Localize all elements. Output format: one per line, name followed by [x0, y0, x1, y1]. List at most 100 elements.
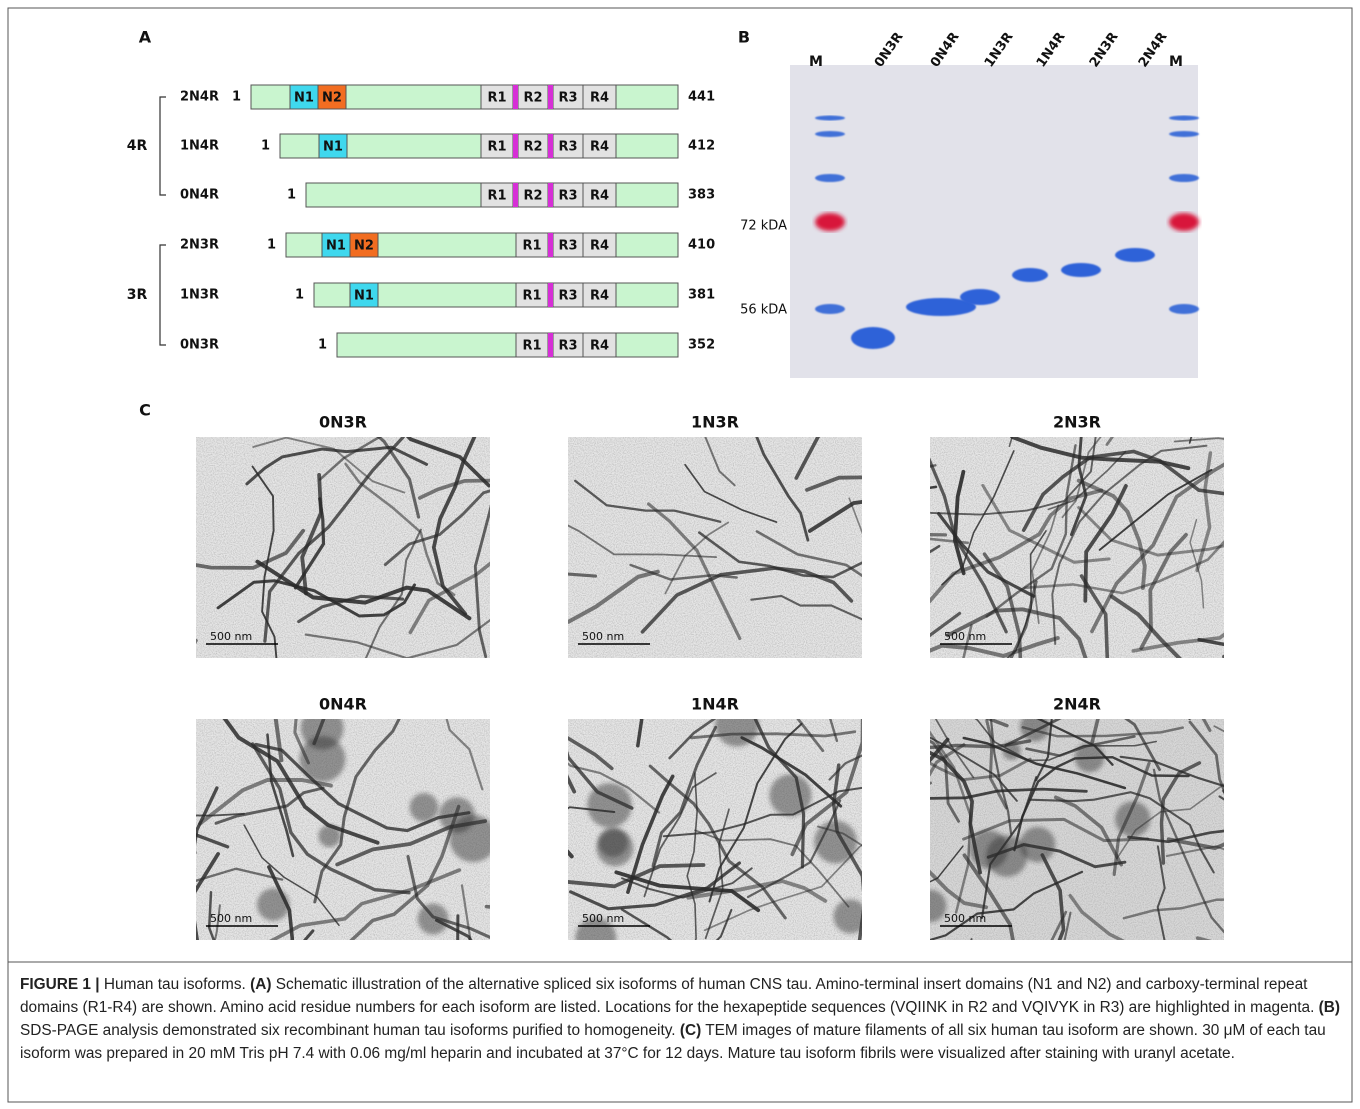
fibril [431, 437, 477, 616]
fibril [962, 853, 1015, 940]
fibril [293, 497, 326, 590]
fibril [263, 437, 405, 643]
fibril [985, 444, 1077, 618]
image-title: 1N4R [691, 695, 739, 714]
caption: FIGURE 1 | Human tau isoforms. (A) Schem… [20, 973, 1342, 1065]
fibril [434, 918, 473, 940]
hexapeptide [548, 134, 553, 158]
fibril [1165, 845, 1224, 857]
gel-band [851, 327, 895, 349]
domain-label: N1 [354, 289, 374, 304]
fibril [989, 719, 1013, 835]
fibril [1139, 532, 1188, 650]
fibril [1076, 478, 1147, 590]
aggregate [715, 719, 759, 747]
aggregate [257, 888, 290, 921]
domain-label: N2 [354, 239, 374, 254]
isoform-label: 1N4R [180, 139, 219, 154]
fibril [383, 489, 490, 567]
scale-label: 500 nm [944, 630, 986, 643]
start-residue: 1 [287, 188, 296, 203]
fibril [1127, 829, 1224, 844]
fibril [790, 719, 862, 857]
marker-label: 56 kDA [740, 303, 787, 318]
isoform-label: 1N3R [180, 288, 219, 303]
fibril [568, 762, 660, 814]
aggregate [1020, 719, 1050, 742]
fibril [349, 804, 461, 940]
domain-label: R4 [590, 339, 609, 354]
panel-label: A [139, 28, 152, 47]
fibril [196, 852, 220, 895]
group-label: 4R [127, 138, 148, 154]
caption-section-text: SDS-PAGE analysis demonstrated six recom… [20, 1022, 676, 1039]
fibril [1009, 437, 1191, 471]
gel-band [815, 115, 845, 121]
domain [552, 182, 584, 208]
fibril [1023, 539, 1224, 595]
aggregate [1115, 801, 1151, 837]
panel-label: C [139, 401, 151, 420]
fibril [1090, 462, 1224, 634]
fibril [243, 824, 340, 927]
end-residue: 381 [688, 288, 715, 303]
figure-border [7, 7, 1353, 1103]
gel-band [815, 213, 845, 231]
isoform-label: 0N4R [180, 188, 219, 203]
fibril [626, 774, 675, 894]
fibril [930, 730, 972, 914]
domain-label: R1 [522, 339, 541, 354]
fibril [1159, 761, 1202, 865]
fibril [313, 719, 401, 904]
tem-image: 500 nm [568, 719, 862, 940]
aggregate [814, 820, 858, 864]
fibril [985, 719, 1008, 810]
fibril [245, 445, 429, 486]
hexapeptide [548, 333, 553, 357]
aggregate [299, 736, 346, 782]
scale-label: 500 nm [582, 630, 624, 643]
gel-band [1012, 268, 1048, 282]
domain-label: R4 [590, 189, 609, 204]
fibril [364, 528, 422, 658]
domain [552, 84, 584, 110]
fibril [250, 742, 411, 895]
fibril [1068, 893, 1125, 940]
fibril [651, 725, 718, 868]
fibril [1189, 518, 1205, 609]
fibril [952, 469, 966, 576]
fibril [252, 437, 406, 494]
end-residue: 383 [688, 188, 715, 203]
gel-band [1061, 263, 1101, 277]
fibril [930, 736, 1018, 802]
fibril [647, 502, 742, 641]
end-residue: 441 [688, 90, 715, 105]
domain-label: R1 [487, 189, 506, 204]
fibril [254, 742, 471, 833]
aggregate [318, 824, 341, 848]
fibril [828, 754, 862, 781]
fibril [1077, 506, 1224, 557]
domain-label: N2 [322, 91, 342, 106]
hexapeptide [548, 85, 553, 109]
fibril [930, 537, 970, 545]
end-residue: 410 [688, 238, 715, 253]
gel-band [1169, 115, 1199, 121]
gel-band [1115, 248, 1155, 262]
fibril [1021, 449, 1224, 532]
start-residue: 1 [295, 288, 304, 303]
fibril [1031, 504, 1060, 624]
caption-label: FIGURE 1 | [20, 976, 100, 993]
fibril [750, 594, 862, 621]
fibril [568, 736, 614, 771]
aggregate [1019, 826, 1056, 863]
fibril [408, 561, 490, 635]
fibril [273, 719, 284, 763]
fibril [648, 764, 787, 920]
domain-label: R3 [558, 91, 577, 106]
group-bracket [159, 244, 166, 346]
caption-intro: Human tau isoforms. [103, 976, 246, 993]
domain-label: R1 [522, 239, 541, 254]
aggregate [587, 783, 632, 828]
